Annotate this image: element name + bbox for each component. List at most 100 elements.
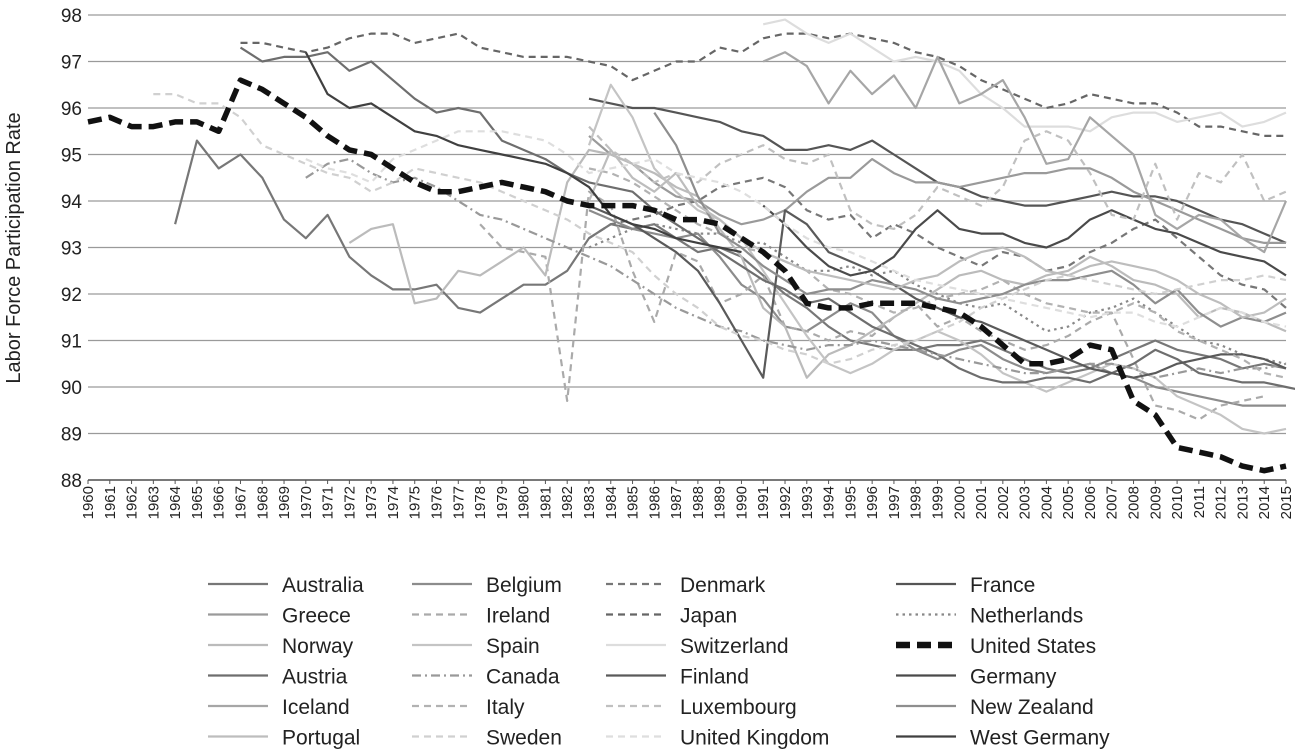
legend-item-greece: Greece	[208, 605, 351, 628]
x-tick-label: 1991	[755, 486, 772, 519]
legend-item-italy: Italy	[412, 696, 525, 719]
series-lines	[87, 18, 1295, 474]
x-tick-label: 2003	[1017, 486, 1034, 519]
x-tick-label: 1998	[908, 486, 925, 519]
legend-label: West Germany	[970, 727, 1110, 750]
x-tick-label: 1968	[254, 486, 271, 519]
x-tick-label: 2002	[995, 486, 1012, 519]
legend-label: Denmark	[680, 574, 766, 597]
x-tick-label: 2000	[951, 486, 968, 519]
x-tick-label: 1992	[777, 486, 794, 519]
series-line-united-states	[87, 77, 1287, 474]
legend-item-france: France	[896, 574, 1035, 597]
x-tick-label: 2001	[973, 486, 990, 519]
y-tick-label: 88	[61, 471, 82, 492]
legend-item-ireland: Ireland	[412, 605, 550, 628]
x-tick-label: 1990	[733, 486, 750, 519]
legend-label: Iceland	[282, 696, 350, 719]
x-tick-label: 1976	[429, 486, 446, 519]
legend-label: Netherlands	[970, 605, 1083, 628]
x-tick-label: 1986	[646, 486, 663, 519]
x-tick-label: 1962	[124, 486, 141, 519]
x-tick-label: 1996	[864, 486, 881, 519]
series-line-new-zealand	[653, 111, 1287, 328]
legend-label: Canada	[486, 666, 560, 689]
x-tick-label: 2011	[1191, 486, 1208, 518]
x-tick-label: 1960	[80, 486, 97, 519]
x-tick-label: 1977	[450, 486, 467, 519]
x-tick-label: 1978	[472, 486, 489, 519]
series-line-luxembourg	[588, 125, 1287, 230]
legend-item-sweden: Sweden	[412, 727, 562, 750]
x-tick-label: 1984	[603, 486, 620, 519]
x-tick-label: 1980	[516, 486, 533, 519]
x-tick-label: 2012	[1213, 486, 1230, 519]
legend-item-denmark: Denmark	[606, 574, 766, 597]
legend-label: Australia	[282, 574, 364, 597]
legend-item-canada: Canada	[412, 666, 560, 689]
legend-item-finland: Finland	[606, 666, 749, 689]
x-tick-label: 2010	[1169, 486, 1186, 519]
legend-label: Italy	[486, 696, 525, 719]
legend-label: United States	[970, 635, 1096, 658]
x-tick-label: 1981	[537, 486, 554, 519]
legend-label: Portugal	[282, 727, 360, 750]
series-line-germany	[762, 204, 1287, 277]
x-tick-label: 1985	[625, 486, 642, 519]
legend-item-united-states: United States	[896, 635, 1096, 658]
legend-item-germany: Germany	[896, 666, 1057, 689]
series-line-australia	[174, 139, 1287, 375]
series-line-japan	[240, 32, 1286, 137]
y-tick-label: 96	[61, 99, 82, 120]
y-tick-label: 94	[61, 192, 83, 213]
x-tick-label: 1988	[690, 486, 707, 519]
legend-label: United Kingdom	[680, 727, 829, 750]
series-line-switzerland	[762, 18, 1287, 133]
legend-label: Finland	[680, 666, 749, 689]
series-line-canada	[305, 158, 1287, 379]
y-tick-label: 89	[61, 425, 82, 446]
x-tick-label: 1965	[189, 486, 206, 519]
x-tick-label: 2014	[1256, 486, 1273, 519]
y-tick-label: 91	[61, 332, 82, 353]
legend-item-austria: Austria	[208, 666, 348, 689]
y-tick-label: 92	[61, 285, 82, 306]
y-tick-label: 97	[61, 53, 82, 74]
x-tick-label: 1972	[341, 486, 358, 519]
x-tick-label: 2004	[1038, 486, 1055, 519]
x-tick-label: 1989	[712, 486, 729, 519]
legend-item-belgium: Belgium	[412, 574, 562, 597]
x-tick-label: 1966	[211, 486, 228, 519]
legend-label: Norway	[282, 635, 354, 658]
x-tick-label: 2009	[1147, 486, 1164, 519]
y-tick-label: 95	[61, 146, 82, 167]
x-tick-label: 1993	[799, 486, 816, 519]
x-tick-label: 2015	[1278, 486, 1295, 519]
legend-label: Belgium	[486, 574, 562, 597]
legend-label: Luxembourg	[680, 696, 797, 719]
x-tick-label: 1995	[842, 486, 859, 519]
legend-label: New Zealand	[970, 696, 1094, 719]
legend-label: Sweden	[486, 727, 562, 750]
legend-label: Ireland	[486, 605, 550, 628]
legend-item-united-kingdom: United Kingdom	[606, 727, 829, 750]
y-tick-label: 90	[61, 378, 82, 399]
legend-item-switzerland: Switzerland	[606, 635, 789, 658]
x-tick-label: 1961	[102, 486, 119, 519]
legend-label: France	[970, 574, 1035, 597]
x-tick-label: 1963	[145, 486, 162, 519]
legend: Australia Belgium Denmark France Greece Irela…	[208, 574, 1110, 750]
gridlines	[88, 14, 1286, 481]
series-line-iceland	[762, 51, 1288, 254]
series-line-denmark	[588, 176, 1287, 309]
y-axis-label: Labor Force Participation Rate	[3, 112, 25, 383]
legend-item-japan: Japan	[606, 605, 737, 628]
x-tick-label: 1994	[821, 486, 838, 519]
series-line-united-kingdom	[305, 130, 1287, 328]
legend-item-norway: Norway	[208, 635, 354, 658]
y-tick-label: 93	[61, 239, 82, 260]
x-tick-label: 1999	[929, 486, 946, 519]
x-tick-label: 1979	[494, 486, 511, 519]
x-tick-label: 1982	[559, 486, 576, 519]
